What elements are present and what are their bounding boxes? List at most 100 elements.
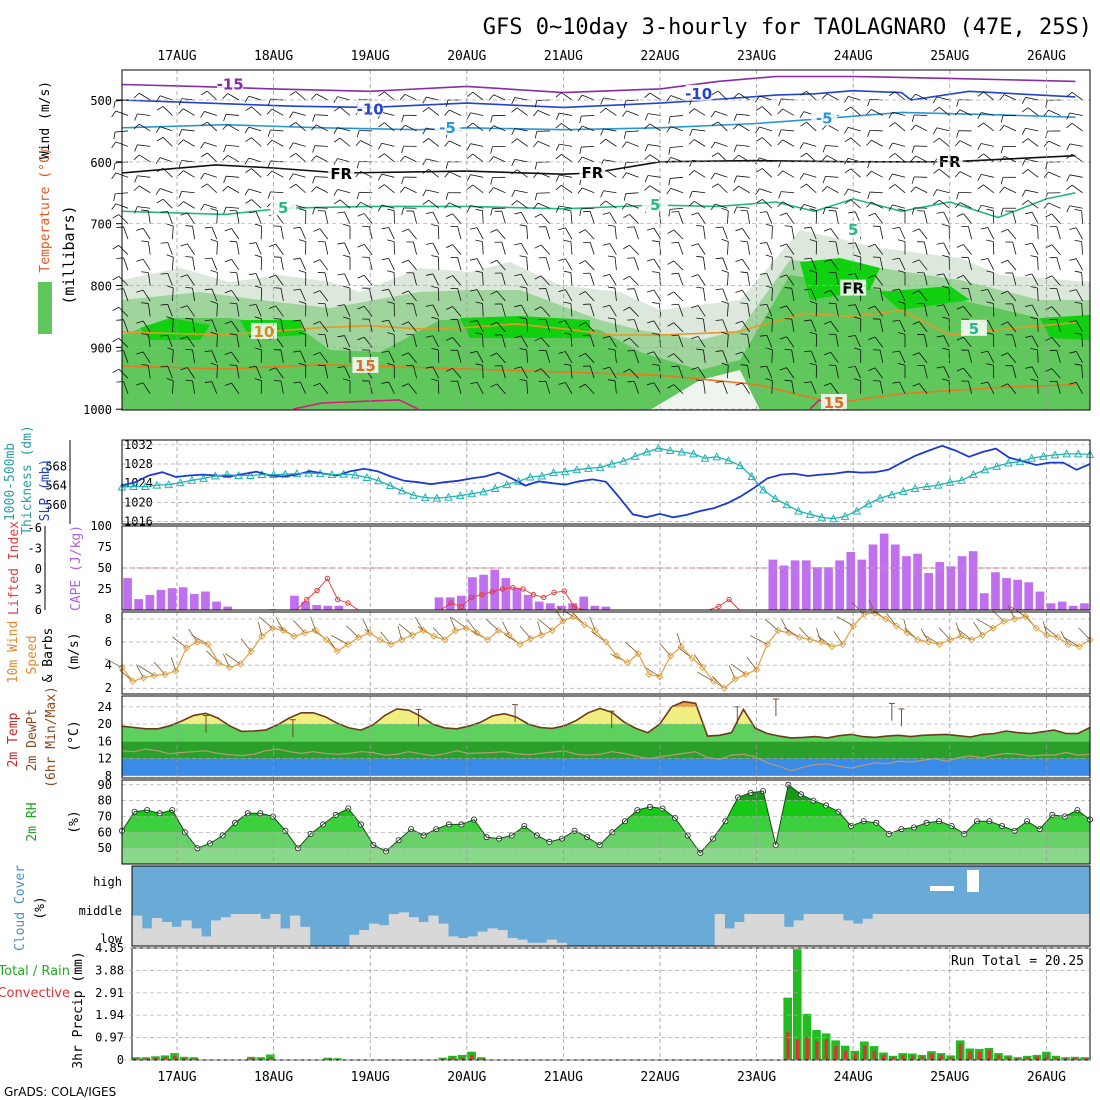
wind-barb	[653, 289, 662, 302]
contour-label: -10	[685, 85, 712, 103]
wind-barb	[915, 93, 928, 101]
wind-barb	[118, 337, 129, 348]
wind-barb	[874, 367, 884, 379]
wind-barb	[501, 334, 506, 348]
wind-barb-flag	[1025, 366, 1033, 369]
wind-barb	[1012, 211, 1017, 224]
wind-barb-flag	[867, 161, 871, 169]
wind-barb	[540, 368, 551, 379]
wind-barb	[647, 144, 661, 147]
li-tick-label: 6	[35, 603, 42, 617]
wind-barb	[614, 349, 617, 363]
slp-hgrid	[122, 444, 1090, 522]
contour-label: 15	[355, 357, 376, 375]
wind-barb-10m	[659, 643, 671, 657]
wind-barb	[786, 367, 795, 379]
wind-barb	[771, 318, 773, 332]
wind-barb	[384, 184, 395, 194]
wind-barb-flag	[445, 213, 453, 218]
wind-barb-flag	[740, 302, 748, 304]
wind-barb-flag	[445, 161, 449, 169]
wind-barb-flag	[178, 170, 184, 176]
wind-barb-flag	[803, 319, 812, 322]
pressure-tick-label: 900	[90, 341, 112, 355]
cape-bar	[890, 544, 900, 610]
thickness-marker	[852, 506, 862, 515]
wind-barb	[850, 168, 861, 178]
wind-barb-flag	[671, 334, 679, 337]
wind-barb	[673, 229, 684, 240]
contour-label-bg	[328, 165, 355, 182]
wind-barb-flag	[475, 301, 483, 304]
wind-barb-flag	[445, 99, 449, 108]
wind-barb-10m	[432, 627, 445, 640]
wind-barb-flag	[715, 226, 723, 229]
date-label-bottom: 18AUG	[254, 1070, 293, 1085]
low-cloud-bar	[428, 915, 439, 946]
wind-barb	[727, 334, 729, 348]
wind-barb-flag	[490, 383, 498, 388]
wind-barb-flag	[224, 351, 232, 355]
wind-barb	[943, 242, 950, 255]
isotherm-minus10	[121, 89, 1076, 109]
wind-barb	[633, 288, 639, 302]
wind-barb	[835, 210, 839, 224]
wind-barb-10m	[643, 666, 660, 678]
wind-barb	[496, 259, 506, 271]
wind-ylabel-units: (m/s)	[67, 632, 82, 671]
low-cloud-bar	[1080, 914, 1091, 946]
wind-barb	[589, 334, 595, 348]
wind-barb-flag	[377, 204, 383, 212]
wind-barb-10m	[362, 619, 370, 633]
wind-barb-flag	[201, 90, 208, 96]
wind-tick-label: 8	[105, 612, 112, 626]
wind-barb-flag	[134, 175, 138, 183]
wind-barb-flag	[823, 351, 831, 356]
wind-barb	[428, 199, 440, 209]
wind-barb-flag	[133, 92, 140, 99]
wind-barb-flag	[555, 154, 562, 160]
wind-barb	[810, 350, 817, 363]
wind-barb	[231, 382, 240, 394]
wind-barb-flag	[779, 336, 787, 340]
wind-barb-flag	[844, 127, 849, 134]
wind-barb	[963, 367, 972, 379]
wind-barb	[847, 188, 861, 194]
wind-barb-flag	[160, 303, 168, 306]
li-marker	[716, 603, 722, 610]
cape-ylabel-li: Lifted Index	[7, 521, 22, 615]
cape-bar	[512, 588, 522, 610]
cape-bar	[223, 606, 232, 610]
wind-barb	[581, 187, 595, 194]
wind-barb-flag	[800, 183, 807, 189]
wind-barb-flag	[534, 100, 538, 108]
wind-barb	[183, 108, 195, 116]
cape-bar	[790, 560, 800, 610]
wind-barb-flag	[312, 176, 316, 184]
wind-barb	[565, 351, 573, 364]
wind-barb-flag	[809, 331, 817, 335]
wind-barb	[565, 382, 573, 394]
li-marker	[510, 584, 516, 591]
low-cloud-bar	[951, 914, 962, 946]
wind-barb-flag	[853, 347, 861, 351]
wind-barb-flag	[245, 168, 252, 173]
temp-tick-label: 8	[105, 769, 112, 783]
wind-barb-flag	[844, 168, 852, 174]
wind-barb	[892, 173, 906, 178]
cape-bar	[434, 597, 444, 610]
wind-barb-flag	[519, 255, 527, 258]
wind-barb	[275, 243, 284, 255]
wind-barb-flag	[514, 335, 522, 339]
wind-barb	[825, 175, 839, 178]
wind-barb-flag	[555, 205, 560, 213]
precip-convective-bar	[834, 1046, 838, 1060]
wind-barb	[227, 154, 240, 163]
wind-barb	[295, 183, 306, 194]
wind-speed-marker	[419, 626, 427, 635]
wind-barb	[1027, 169, 1039, 178]
precip-convective-bar	[795, 1039, 800, 1060]
cape-bar	[178, 587, 188, 610]
wind-barb-flag	[888, 184, 896, 189]
wind-barb-flag	[667, 384, 675, 389]
